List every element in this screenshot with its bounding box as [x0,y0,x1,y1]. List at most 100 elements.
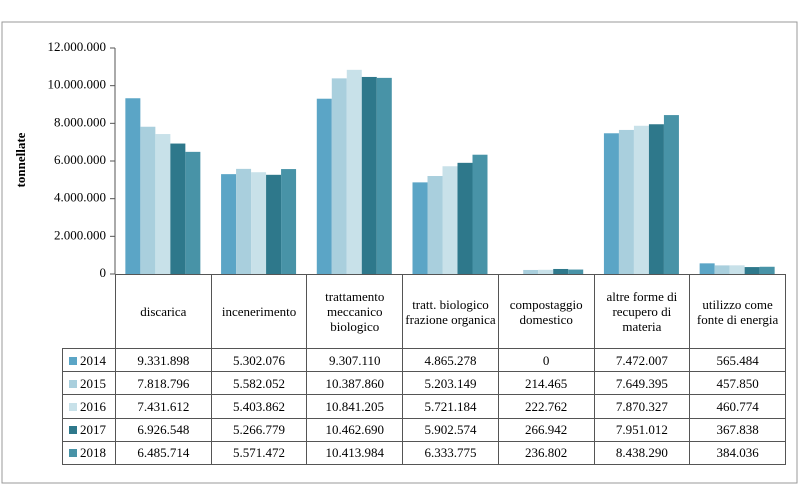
bar [140,126,156,275]
data-row: 2014 9.331.898 5.302.076 9.307.110 4.865.278… [62,347,786,373]
bar [251,172,267,274]
category-label: incenerimento [210,274,308,349]
value-cell: 565.484 [689,347,786,373]
value-cell: 236.802 [497,440,595,465]
value-cell: 384.036 [689,440,786,465]
bar [170,143,186,274]
bar [442,166,458,274]
value-cell: 9.331.898 [115,347,212,373]
corner-cell [62,274,116,349]
y-tick-label: 6.000.000 [54,152,106,167]
legend-swatch [69,356,77,365]
value-cell: 5.403.862 [210,394,308,419]
value-cell: 7.870.327 [593,394,691,419]
bar [316,98,332,274]
y-tick-label: 12.000.000 [48,39,107,54]
bar [376,77,392,274]
value-cell: 367.838 [689,417,786,442]
bar [759,266,775,274]
bar [361,76,377,275]
category-label: altre forme di recupero di materia [593,274,691,349]
value-cell: 7.951.012 [593,417,691,442]
legend-label: 2014 [80,352,106,368]
bar [633,125,649,274]
bar [266,174,282,274]
category-label: trattamento meccanico biologico [306,274,404,349]
bar [568,269,584,274]
legend-swatch [69,402,77,411]
bar [729,265,745,274]
data-row: 2018 6.485.714 5.571.472 10.413.984 6.333.77… [62,440,786,465]
value-cell: 7.472.007 [593,347,691,373]
category-label: compostaggio domestico [497,274,595,349]
data-row: 2016 7.431.612 5.403.862 10.841.205 5.721.18… [62,394,786,419]
value-cell: 9.307.110 [306,347,404,373]
bar [603,133,619,274]
bar [457,162,473,274]
value-cell: 5.571.472 [210,440,308,465]
value-cell: 10.387.860 [306,371,404,396]
value-cell: 10.413.984 [306,440,404,465]
value-cell: 7.649.395 [593,371,691,396]
value-cell: 5.582.052 [210,371,308,396]
bar [553,268,569,274]
value-cell: 10.462.690 [306,417,404,442]
legend-label: 2016 [80,398,106,414]
value-cell: 457.850 [689,371,786,396]
legend-label: 2018 [80,445,106,461]
legend-label: 2015 [80,375,106,391]
value-cell: 5.902.574 [402,417,499,442]
category-label: discarica [115,274,212,349]
value-cell: 5.203.149 [402,371,499,396]
bar [523,269,539,274]
value-cell: 214.465 [497,371,595,396]
legend-cell: 2015 [62,371,116,396]
bar [618,129,634,274]
legend-cell: 2018 [62,440,116,465]
bar [744,267,760,274]
legend-cell: 2014 [62,347,116,373]
y-tick-label: 4.000.000 [54,190,106,205]
value-cell: 266.942 [497,417,595,442]
bar [125,98,141,274]
legend-cell: 2017 [62,417,116,442]
bar [221,174,237,274]
legend-swatch [69,426,77,435]
legend-swatch [69,449,77,458]
legend-swatch [69,379,77,388]
frame [1,21,798,484]
value-cell: 8.438.290 [593,440,691,465]
bar [472,154,488,274]
y-tick-label: 2.000.000 [54,227,106,242]
y-axis-label: tonnellate [13,132,28,187]
legend-cell: 2016 [62,394,116,419]
y-tick-label: 0 [100,265,107,280]
value-cell: 5.266.779 [210,417,308,442]
value-cell: 5.721.184 [402,394,499,419]
category-label: utilizzo come fonte di energia [689,274,786,349]
value-cell: 5.302.076 [210,347,308,373]
category-label: tratt. biologico frazione organica [402,274,499,349]
value-cell: 7.818.796 [115,371,212,396]
data-row: 2015 7.818.796 5.582.052 10.387.860 5.203.14… [62,371,786,396]
value-cell: 4.865.278 [402,347,499,373]
value-cell: 6.926.548 [115,417,212,442]
y-tick-label: 8.000.000 [54,114,106,129]
bar [281,169,297,274]
data-table: discarica incenerimento trattamento meccan… [62,274,786,465]
data-row: 2017 6.926.548 5.266.779 10.462.690 5.902.57… [62,417,786,442]
bar [663,115,679,274]
bar [699,263,715,274]
bar [648,124,664,274]
bar [236,168,252,274]
value-cell: 222.762 [497,394,595,419]
bar [346,69,362,274]
value-cell: 0 [497,347,595,373]
bar [155,134,171,274]
value-cell: 6.333.775 [402,440,499,465]
value-cell: 7.431.612 [115,394,212,419]
bar [412,182,428,274]
bar [538,269,554,274]
